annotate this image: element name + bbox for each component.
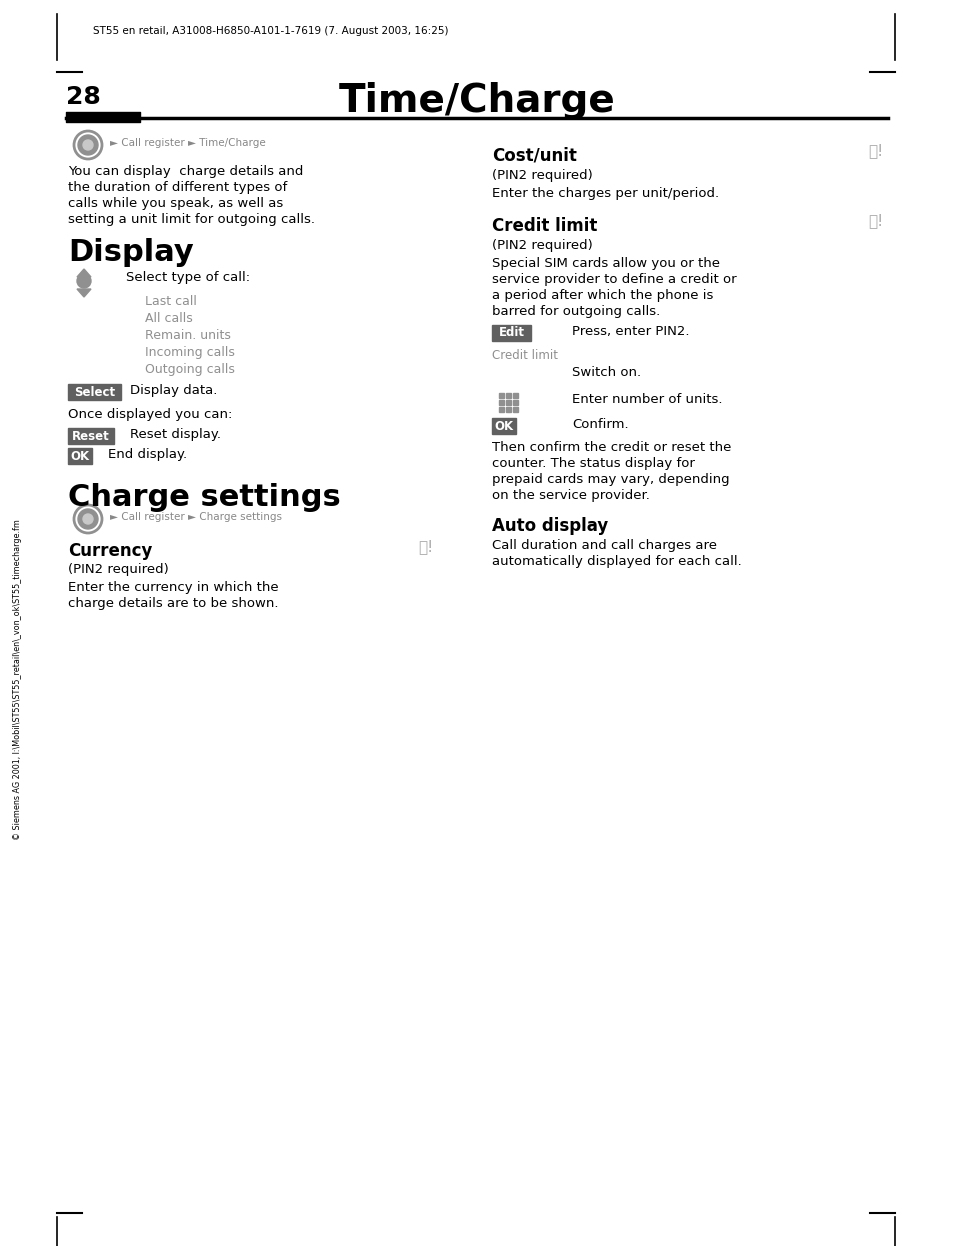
Text: (PIN2 required): (PIN2 required) [492,169,592,182]
Circle shape [77,274,91,288]
Text: Last call: Last call [145,295,196,308]
Text: OK: OK [494,420,514,432]
Text: barred for outgoing calls.: barred for outgoing calls. [492,305,659,318]
Text: Display data.: Display data. [130,384,217,397]
Text: Switch on.: Switch on. [572,366,640,379]
Text: the duration of different types of: the duration of different types of [68,181,287,194]
Text: charge details are to be shown.: charge details are to be shown. [68,597,278,611]
FancyBboxPatch shape [68,384,121,400]
Text: (PIN2 required): (PIN2 required) [68,563,169,576]
Text: Once displayed you can:: Once displayed you can: [68,407,233,421]
Text: (PIN2 required): (PIN2 required) [492,239,592,252]
Text: Edit: Edit [497,326,524,339]
FancyBboxPatch shape [498,400,503,405]
Text: automatically displayed for each call.: automatically displayed for each call. [492,554,741,568]
Text: Cost/unit: Cost/unit [492,147,577,164]
Text: Select type of call:: Select type of call: [126,270,250,284]
Text: a period after which the phone is: a period after which the phone is [492,289,713,302]
Text: Display: Display [68,238,193,267]
FancyBboxPatch shape [505,392,511,397]
Text: End display.: End display. [108,449,187,461]
Text: Reset: Reset [72,430,110,442]
Circle shape [83,140,92,150]
Text: service provider to define a credit or: service provider to define a credit or [492,273,736,287]
Text: counter. The status display for: counter. The status display for [492,457,694,470]
Text: 28: 28 [66,85,101,108]
Text: Reset display.: Reset display. [130,427,221,441]
Text: Time/Charge: Time/Charge [338,82,615,120]
Text: Enter the currency in which the: Enter the currency in which the [68,581,278,594]
Text: Select: Select [74,385,115,399]
Circle shape [78,510,98,530]
Text: Outgoing calls: Outgoing calls [145,363,234,376]
Text: ⧆!: ⧆! [867,143,882,158]
FancyBboxPatch shape [513,400,517,405]
FancyBboxPatch shape [498,392,503,397]
Polygon shape [77,269,91,277]
Circle shape [83,515,92,525]
Text: Credit limit: Credit limit [492,349,558,363]
Text: Special SIM cards allow you or the: Special SIM cards allow you or the [492,257,720,270]
Text: © Siemens AG 2001, I:\Mobil\ST55\ST55_retail\en\_von_ok\ST55_timecharge.fm: © Siemens AG 2001, I:\Mobil\ST55\ST55_re… [13,520,23,841]
Text: Remain. units: Remain. units [145,329,231,341]
Text: Press, enter PIN2.: Press, enter PIN2. [572,325,689,338]
FancyBboxPatch shape [505,400,511,405]
Text: OK: OK [71,450,90,462]
Text: Charge settings: Charge settings [68,483,340,512]
FancyBboxPatch shape [498,407,503,412]
Text: calls while you speak, as well as: calls while you speak, as well as [68,197,283,211]
Text: Incoming calls: Incoming calls [145,346,234,359]
Polygon shape [77,289,91,297]
FancyBboxPatch shape [492,417,516,434]
Text: ► Call register ► Charge settings: ► Call register ► Charge settings [110,512,282,522]
FancyBboxPatch shape [505,407,511,412]
Text: Enter number of units.: Enter number of units. [572,392,721,406]
Text: Currency: Currency [68,542,152,559]
FancyBboxPatch shape [513,392,517,397]
FancyBboxPatch shape [68,427,113,444]
Text: setting a unit limit for outgoing calls.: setting a unit limit for outgoing calls. [68,213,314,226]
Text: Credit limit: Credit limit [492,217,597,235]
Text: ST55 en retail, A31008-H6850-A101-1-7619 (7. August 2003, 16:25): ST55 en retail, A31008-H6850-A101-1-7619… [92,26,448,36]
Text: Enter the charges per unit/period.: Enter the charges per unit/period. [492,187,719,201]
Circle shape [78,135,98,155]
Text: ⧆!: ⧆! [417,540,433,554]
Text: prepaid cards may vary, depending: prepaid cards may vary, depending [492,473,729,486]
FancyBboxPatch shape [513,407,517,412]
Text: Confirm.: Confirm. [572,417,628,431]
Text: Then confirm the credit or reset the: Then confirm the credit or reset the [492,441,731,454]
Text: on the service provider.: on the service provider. [492,488,649,502]
FancyBboxPatch shape [492,325,530,341]
Text: All calls: All calls [145,312,193,325]
Text: You can display  charge details and: You can display charge details and [68,164,303,178]
Text: Call duration and call charges are: Call duration and call charges are [492,540,717,552]
Text: Auto display: Auto display [492,517,608,535]
FancyBboxPatch shape [68,449,92,464]
Text: ► Call register ► Time/Charge: ► Call register ► Time/Charge [110,138,266,148]
Text: ⧆!: ⧆! [867,213,882,228]
